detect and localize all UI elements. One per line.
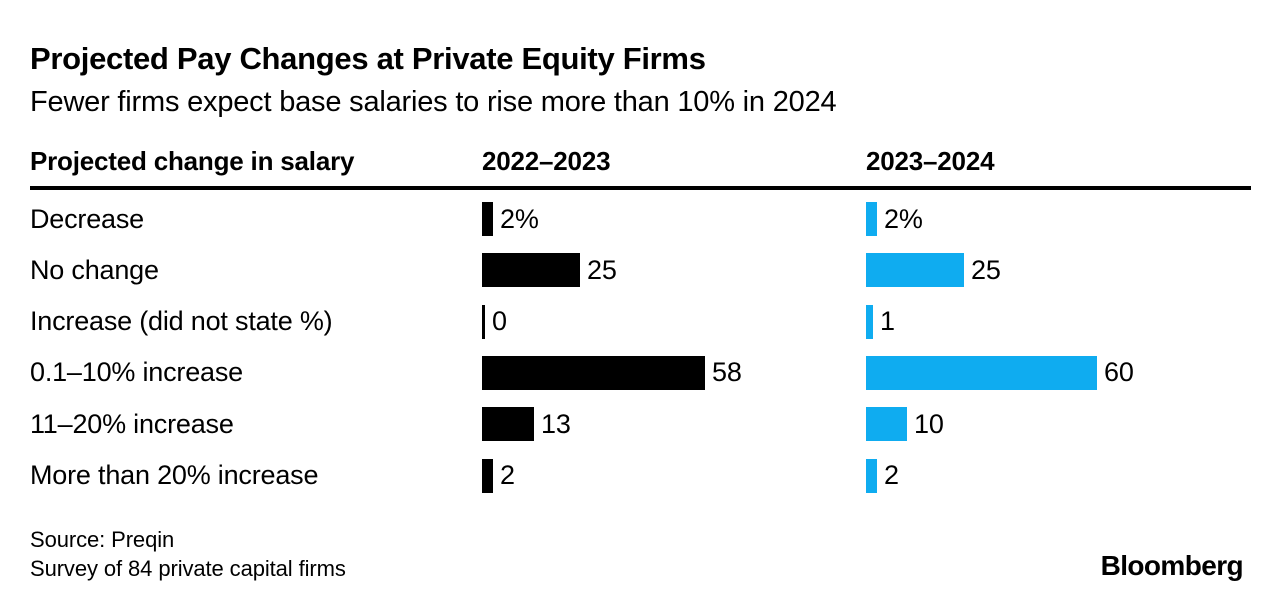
bar-2023-2024 [866, 202, 877, 237]
bar-value-2023-2024: 2 [884, 460, 899, 491]
bar-2023-2024 [866, 407, 907, 442]
bar-2022-2023 [482, 407, 534, 442]
row-label: Decrease [30, 203, 144, 234]
table-header-row: Projected change in salary 2022–2023 202… [30, 146, 1251, 177]
chart-footer: Source: Preqin Survey of 84 private capi… [30, 525, 1244, 584]
bar-cell-2023-2024: 2 [866, 450, 1251, 501]
table-row: No change 25 25 [30, 245, 1251, 296]
source-note: Source: Preqin Survey of 84 private capi… [30, 525, 346, 584]
bar-value-2022-2023: 2% [500, 203, 539, 234]
column-header-2023-2024: 2023–2024 [866, 146, 995, 177]
bar-2022-2023 [482, 458, 493, 493]
bar-value-2022-2023: 58 [712, 357, 742, 388]
bar-value-2022-2023: 0 [492, 306, 507, 337]
bar-cell-2022-2023: 2 [482, 450, 866, 501]
chart-rows: Decrease 2% 2% No change 25 25 Increase … [30, 193, 1251, 501]
bar-cell-2022-2023: 25 [482, 245, 866, 296]
bar-cell-2022-2023: 13 [482, 399, 866, 450]
table-row: 0.1–10% increase 58 60 [30, 347, 1251, 398]
bar-cell-2023-2024: 1 [866, 296, 1251, 347]
bar-value-2022-2023: 25 [587, 254, 617, 285]
bar-2022-2023 [482, 253, 580, 288]
source-line-1: Source: Preqin [30, 527, 175, 553]
bar-2022-2023 [482, 202, 493, 237]
bar-cell-2023-2024: 2% [866, 193, 1251, 244]
row-label: More than 20% increase [30, 460, 319, 491]
bar-2023-2024 [866, 458, 877, 493]
bar-cell-2022-2023: 0 [482, 296, 866, 347]
bar-value-2023-2024: 2% [884, 203, 923, 234]
column-header-2022-2023: 2022–2023 [482, 146, 611, 177]
bar-2022-2023 [482, 304, 485, 339]
table-row: More than 20% increase 2 2 [30, 450, 1251, 501]
table-row: 11–20% increase 13 10 [30, 399, 1251, 450]
bar-cell-2023-2024: 60 [866, 347, 1251, 398]
row-label: Increase (did not state %) [30, 306, 333, 337]
column-header-category: Projected change in salary [30, 146, 355, 177]
header-divider [30, 186, 1251, 191]
source-line-2: Survey of 84 private capital firms [30, 556, 346, 582]
bar-2022-2023 [482, 355, 705, 390]
bar-value-2023-2024: 10 [914, 408, 944, 439]
bar-2023-2024 [866, 304, 873, 339]
bar-cell-2022-2023: 58 [482, 347, 866, 398]
row-label: 11–20% increase [30, 408, 234, 439]
bar-value-2023-2024: 25 [971, 254, 1001, 285]
bar-value-2023-2024: 1 [880, 306, 895, 337]
table-row: Increase (did not state %) 0 1 [30, 296, 1251, 347]
bar-2023-2024 [866, 253, 964, 288]
row-label: 0.1–10% increase [30, 357, 243, 388]
bar-cell-2022-2023: 2% [482, 193, 866, 244]
table-row: Decrease 2% 2% [30, 193, 1251, 244]
bar-2023-2024 [866, 355, 1097, 390]
bar-cell-2023-2024: 25 [866, 245, 1251, 296]
bar-value-2022-2023: 2 [500, 460, 515, 491]
bar-value-2023-2024: 60 [1104, 357, 1134, 388]
bloomberg-logo: Bloomberg [1100, 549, 1244, 581]
bar-cell-2023-2024: 10 [866, 399, 1251, 450]
bar-value-2022-2023: 13 [541, 408, 571, 439]
chart-title: Projected Pay Changes at Private Equity … [30, 41, 706, 76]
chart-subtitle: Fewer firms expect base salaries to rise… [30, 86, 837, 119]
row-label: No change [30, 254, 159, 285]
